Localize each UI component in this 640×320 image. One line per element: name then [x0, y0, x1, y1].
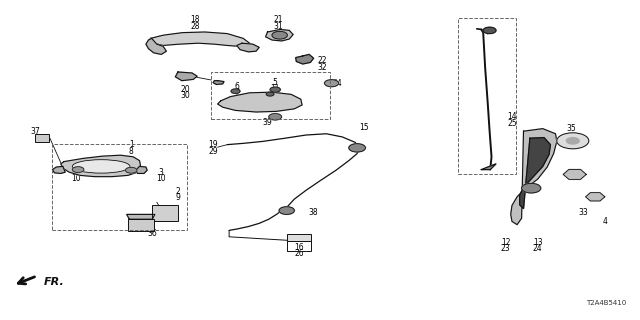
Bar: [35, 134, 49, 142]
Polygon shape: [150, 32, 250, 46]
Text: 23: 23: [500, 244, 511, 253]
Text: 7: 7: [234, 88, 239, 97]
Text: 4: 4: [602, 217, 607, 226]
Text: 20: 20: [180, 85, 191, 94]
Polygon shape: [237, 43, 259, 52]
Text: 31: 31: [273, 22, 284, 31]
Text: 16: 16: [294, 243, 304, 252]
Text: 11: 11: [271, 84, 280, 93]
Text: 8: 8: [129, 147, 134, 156]
Circle shape: [269, 114, 282, 120]
Text: 29: 29: [208, 147, 218, 156]
Text: T2A4B5410: T2A4B5410: [586, 300, 626, 306]
Text: 2: 2: [175, 187, 180, 196]
Circle shape: [279, 207, 294, 214]
Text: 15: 15: [358, 123, 369, 132]
Text: FR.: FR.: [44, 277, 64, 287]
Polygon shape: [520, 138, 550, 209]
Text: 39: 39: [262, 118, 273, 127]
Circle shape: [72, 167, 84, 172]
Circle shape: [566, 138, 579, 144]
Polygon shape: [218, 92, 302, 112]
Text: 21: 21: [274, 15, 283, 24]
Circle shape: [522, 183, 541, 193]
Circle shape: [231, 89, 240, 93]
Bar: [458, 18, 516, 174]
Text: 28: 28: [191, 22, 200, 31]
Circle shape: [270, 87, 280, 92]
Text: 19: 19: [208, 140, 218, 149]
Text: 10: 10: [70, 174, 81, 183]
Text: 6: 6: [234, 82, 239, 91]
Text: 35: 35: [566, 124, 577, 133]
Polygon shape: [586, 193, 605, 201]
Text: 10: 10: [156, 174, 166, 183]
Circle shape: [349, 144, 365, 152]
Text: 1: 1: [129, 140, 134, 149]
Text: 22: 22: [317, 56, 326, 65]
Text: 5: 5: [273, 78, 278, 87]
Polygon shape: [52, 166, 65, 173]
Text: 34: 34: [332, 79, 342, 88]
Circle shape: [324, 80, 339, 87]
Text: 3: 3: [159, 168, 164, 177]
Polygon shape: [296, 54, 314, 64]
Bar: [211, 72, 330, 119]
Text: 25: 25: [507, 119, 517, 128]
Text: 26: 26: [294, 249, 304, 258]
Text: 32: 32: [317, 63, 327, 72]
Ellipse shape: [72, 160, 130, 173]
Text: 18: 18: [191, 15, 200, 24]
Text: 12: 12: [501, 238, 510, 247]
Circle shape: [483, 27, 496, 34]
Text: 13: 13: [532, 238, 543, 247]
Circle shape: [272, 31, 287, 39]
Text: 3: 3: [73, 168, 78, 177]
Polygon shape: [481, 164, 496, 170]
Polygon shape: [136, 166, 147, 173]
Polygon shape: [127, 214, 155, 219]
Text: 24: 24: [532, 244, 543, 253]
Text: 14: 14: [507, 112, 517, 121]
Polygon shape: [146, 38, 166, 54]
Bar: [52, 144, 187, 230]
Circle shape: [557, 133, 589, 149]
Bar: [128, 219, 154, 231]
Polygon shape: [266, 29, 293, 41]
Text: 36: 36: [147, 229, 157, 238]
Polygon shape: [213, 81, 224, 84]
Text: 9: 9: [175, 193, 180, 202]
Bar: [152, 205, 178, 221]
Circle shape: [266, 92, 274, 96]
Text: 33: 33: [579, 208, 589, 217]
Text: 30: 30: [180, 92, 191, 100]
Bar: [287, 234, 311, 241]
Circle shape: [125, 167, 137, 173]
Polygon shape: [175, 72, 197, 81]
Text: 38: 38: [308, 208, 319, 217]
Text: 37: 37: [30, 127, 40, 136]
Bar: [287, 241, 311, 251]
Polygon shape: [563, 169, 586, 180]
Polygon shape: [61, 155, 141, 177]
Polygon shape: [511, 129, 557, 225]
